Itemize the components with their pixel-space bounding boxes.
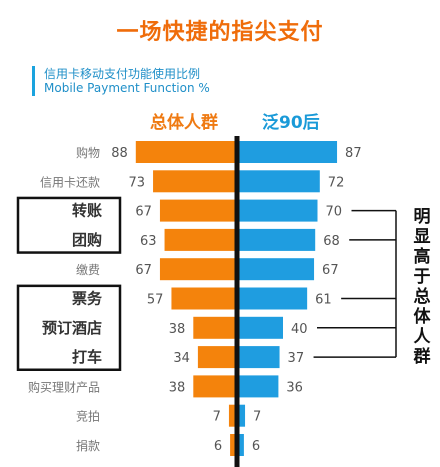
bar-left: [153, 170, 237, 193]
value-label-right: 67: [322, 263, 339, 278]
value-label-left: 63: [140, 234, 157, 249]
value-label-right: 68: [323, 234, 340, 249]
side-annotation-char: 于: [413, 267, 431, 287]
subtitle-en: Mobile Payment Function %: [44, 81, 210, 95]
category-label: 信用卡还款: [40, 175, 100, 189]
bar-left: [171, 287, 237, 310]
bar-right: [237, 258, 315, 281]
bar-left: [228, 404, 237, 427]
value-label-left: 88: [111, 146, 128, 161]
category-label: 捐款: [76, 439, 100, 453]
highlight-box: [16, 284, 122, 372]
bar-left: [193, 316, 237, 339]
bar-left: [197, 346, 237, 369]
side-annotation-char: 人: [413, 327, 431, 347]
side-annotation-char: 显: [413, 227, 431, 247]
bar-right: [237, 346, 280, 369]
bar-left: [135, 141, 237, 163]
bar-left: [230, 434, 237, 456]
category-label: 购物: [76, 145, 100, 160]
subtitle-accent-bar: [32, 66, 35, 96]
legend-right-series: 泛90后: [262, 113, 320, 133]
value-label-left: 73: [129, 175, 146, 190]
value-label-left: 38: [169, 322, 186, 337]
category-label: 票务: [72, 290, 103, 308]
value-label-right: 7: [253, 410, 261, 425]
value-label-left: 7: [213, 410, 221, 425]
bar-right: [237, 434, 244, 456]
category-label: 竞拍: [76, 409, 100, 424]
bar-right: [237, 287, 308, 310]
value-label-right: 70: [326, 205, 343, 220]
side-annotation-char: 明: [413, 207, 431, 227]
highlight-box: [16, 196, 122, 254]
category-label: 预订酒店: [42, 319, 102, 337]
category-label: 打车: [72, 348, 102, 366]
value-label-right: 40: [291, 322, 308, 337]
bar-right: [237, 404, 246, 427]
bar-right: [237, 375, 279, 398]
bar-left: [193, 375, 237, 398]
value-label-left: 6: [214, 439, 222, 454]
legend-left-series: 总体人群: [150, 113, 218, 133]
value-label-right: 87: [345, 146, 362, 161]
side-annotation-char: 总: [413, 287, 431, 307]
side-annotation-char: 群: [413, 347, 431, 367]
category-label: 团购: [72, 231, 102, 249]
value-label-left: 67: [135, 205, 152, 220]
value-label-left: 38: [169, 380, 186, 395]
category-label: 缴费: [76, 262, 100, 277]
value-label-left: 67: [135, 263, 152, 278]
side-annotation: 明显高于总体人群: [410, 207, 434, 367]
side-annotation-char: 体: [413, 307, 431, 327]
value-label-right: 37: [288, 351, 305, 366]
value-label-right: 72: [328, 175, 345, 190]
side-annotation-char: 高: [413, 247, 431, 267]
value-label-left: 57: [147, 293, 164, 308]
bar-right: [237, 170, 320, 193]
bar-left: [159, 258, 237, 281]
bar-right: [237, 199, 318, 222]
category-label: 购买理财产品: [28, 379, 100, 394]
page-title: 一场快捷的指尖支付: [116, 20, 324, 45]
value-label-right: 61: [315, 293, 332, 308]
bar-left: [164, 228, 237, 251]
subtitle-cn: 信用卡移动支付功能使用比例: [44, 67, 201, 81]
bar-left: [159, 199, 237, 222]
bar-right: [237, 141, 338, 163]
bar-right: [237, 228, 316, 251]
value-label-right: 36: [286, 380, 303, 395]
bar-right: [237, 316, 283, 339]
value-label-right: 6: [252, 439, 260, 454]
value-label-left: 34: [173, 351, 190, 366]
category-label: 转账: [72, 202, 102, 220]
